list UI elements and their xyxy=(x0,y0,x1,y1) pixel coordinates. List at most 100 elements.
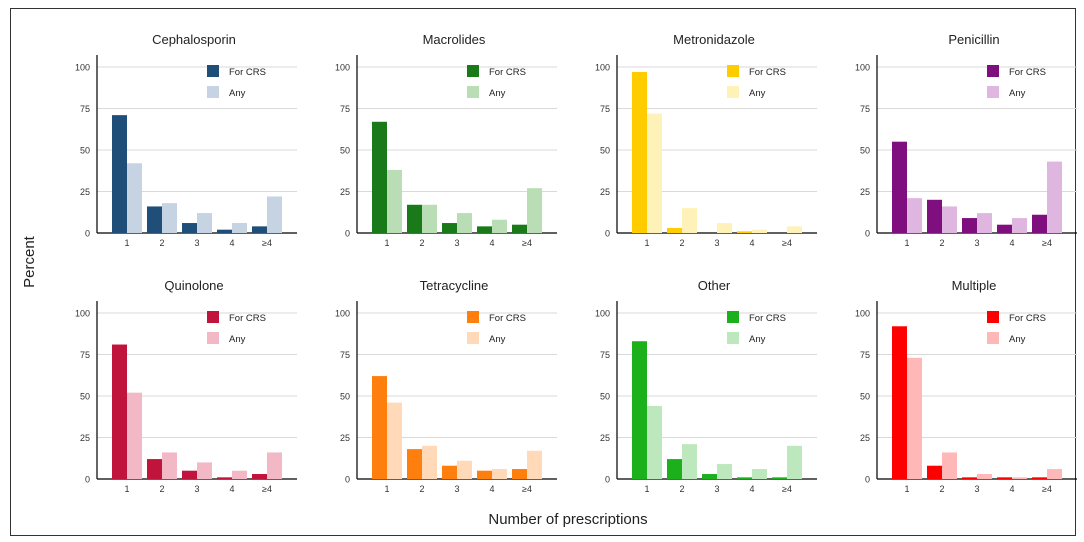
x-tick-label: 2 xyxy=(159,238,164,248)
y-tick-label: 0 xyxy=(865,229,870,239)
x-tick-label: ≥4 xyxy=(522,238,532,248)
legend-swatch xyxy=(467,86,479,98)
x-tick-label: 3 xyxy=(454,484,459,494)
legend-label: For CRS xyxy=(1009,313,1046,324)
bar-for-crs xyxy=(372,376,387,479)
y-tick-label: 0 xyxy=(85,475,90,485)
bar-for-crs xyxy=(927,465,942,479)
x-tick-label: 4 xyxy=(489,238,494,248)
bar-for-crs xyxy=(217,229,232,233)
bar-for-crs xyxy=(1032,214,1047,233)
x-tick-label: 1 xyxy=(644,238,649,248)
bar-any xyxy=(717,464,732,479)
x-tick-label: 4 xyxy=(749,484,754,494)
bar-any xyxy=(387,402,402,479)
bar-for-crs xyxy=(962,218,977,233)
legend-swatch xyxy=(207,65,219,77)
x-tick-label: 2 xyxy=(419,238,424,248)
bar-any xyxy=(457,213,472,233)
bar-any xyxy=(907,198,922,233)
figure-frame xyxy=(10,8,1076,536)
x-tick-label: 2 xyxy=(419,484,424,494)
bar-for-crs xyxy=(147,459,162,479)
x-tick-label: 2 xyxy=(939,484,944,494)
bar-for-crs xyxy=(252,474,267,479)
legend-swatch xyxy=(727,311,739,323)
bar-any xyxy=(492,219,507,233)
y-tick-label: 50 xyxy=(860,146,870,156)
legend-label: For CRS xyxy=(229,67,266,78)
x-tick-label: 4 xyxy=(229,484,234,494)
y-tick-label: 50 xyxy=(600,392,610,402)
y-tick-label: 100 xyxy=(855,309,870,319)
legend-swatch xyxy=(727,65,739,77)
bar-any xyxy=(127,163,142,233)
x-tick-label: ≥4 xyxy=(262,238,272,248)
bar-any xyxy=(387,169,402,233)
bar-for-crs xyxy=(182,470,197,479)
y-tick-label: 50 xyxy=(860,392,870,402)
y-tick-label: 50 xyxy=(80,392,90,402)
y-tick-label: 0 xyxy=(345,229,350,239)
x-tick-label: ≥4 xyxy=(522,484,532,494)
x-tick-label: 3 xyxy=(974,238,979,248)
y-tick-label: 25 xyxy=(340,433,350,443)
panel-title: Quinolone xyxy=(164,278,223,293)
bar-for-crs xyxy=(667,459,682,479)
x-tick-label: 3 xyxy=(974,484,979,494)
bar-any xyxy=(1047,469,1062,479)
bar-any xyxy=(422,204,437,233)
y-tick-label: 75 xyxy=(340,104,350,114)
y-tick-label: 25 xyxy=(860,187,870,197)
x-tick-label: 2 xyxy=(159,484,164,494)
panel-title: Other xyxy=(698,278,731,293)
legend-swatch xyxy=(207,86,219,98)
y-tick-label: 100 xyxy=(75,309,90,319)
bar-any xyxy=(197,462,212,479)
bar-for-crs xyxy=(667,228,682,233)
bar-for-crs xyxy=(512,469,527,479)
y-tick-label: 25 xyxy=(600,187,610,197)
panel-title: Macrolides xyxy=(423,32,486,47)
x-tick-label: 4 xyxy=(749,238,754,248)
bar-for-crs xyxy=(442,223,457,233)
y-tick-label: 75 xyxy=(860,350,870,360)
bar-any xyxy=(1047,161,1062,233)
bar-any xyxy=(162,203,177,233)
bar-any xyxy=(787,445,802,479)
legend-swatch xyxy=(987,332,999,344)
legend-label: For CRS xyxy=(1009,67,1046,78)
bar-any xyxy=(647,405,662,479)
x-tick-label: 1 xyxy=(124,484,129,494)
x-tick-label: 2 xyxy=(679,484,684,494)
y-tick-label: 100 xyxy=(335,63,350,73)
x-tick-label: 2 xyxy=(939,238,944,248)
bar-any xyxy=(977,213,992,233)
y-tick-label: 75 xyxy=(860,104,870,114)
x-tick-label: 3 xyxy=(194,484,199,494)
panel-title: Metronidazole xyxy=(673,32,755,47)
x-tick-label: 4 xyxy=(489,484,494,494)
legend-swatch xyxy=(987,65,999,77)
x-tick-label: 1 xyxy=(904,484,909,494)
legend-label: Any xyxy=(1009,88,1026,99)
bar-for-crs xyxy=(737,477,752,479)
y-tick-label: 0 xyxy=(605,229,610,239)
y-tick-label: 50 xyxy=(340,146,350,156)
bar-for-crs xyxy=(112,344,127,479)
bar-for-crs xyxy=(407,204,422,233)
bar-any xyxy=(942,452,957,479)
bar-for-crs xyxy=(1032,477,1047,479)
y-tick-label: 75 xyxy=(340,350,350,360)
legend-swatch xyxy=(727,86,739,98)
x-tick-label: 3 xyxy=(714,484,719,494)
x-tick-label: 3 xyxy=(714,238,719,248)
x-tick-label: 4 xyxy=(1009,484,1014,494)
legend-label: For CRS xyxy=(489,67,526,78)
bar-for-crs xyxy=(997,477,1012,479)
y-tick-label: 75 xyxy=(600,104,610,114)
legend-label: Any xyxy=(749,88,766,99)
legend-swatch xyxy=(987,311,999,323)
legend-label: Any xyxy=(489,88,506,99)
